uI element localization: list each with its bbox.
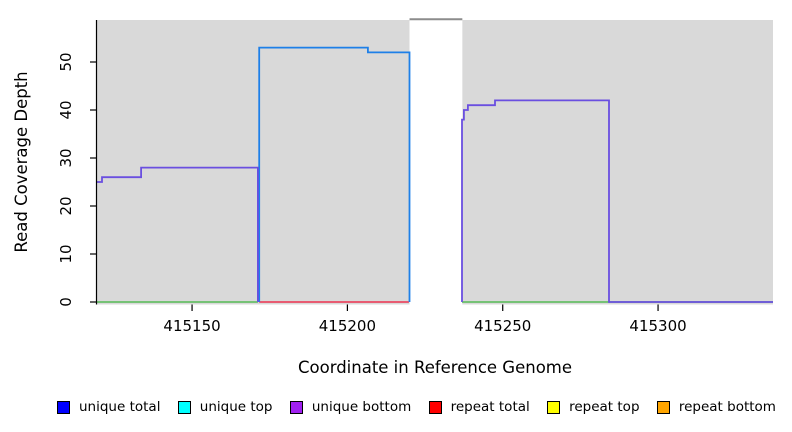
legend-item-repeat-bottom: repeat bottom [656, 399, 776, 415]
legend: unique total unique top unique bottom repea… [0, 390, 792, 430]
legend-label: unique total [79, 399, 161, 415]
legend-label: unique top [199, 399, 273, 415]
y-tick-label: 0 [57, 297, 75, 307]
legend-swatch [656, 400, 670, 414]
y-tick-label: 20 [57, 196, 75, 215]
series-unique-top-block [258, 46, 411, 302]
x-axis-title: Coordinate in Reference Genome [298, 358, 572, 377]
legend-label: repeat total [450, 399, 530, 415]
legend-item-repeat-total: repeat total [428, 399, 530, 415]
masked-region-layer [409, 18, 463, 305]
x-tick-label: 415200 [319, 317, 376, 335]
y-tick-label: 30 [57, 148, 75, 167]
y-axis-title: Read Coverage Depth [12, 71, 31, 252]
legend-swatch [177, 400, 191, 414]
x-tick-label: 415300 [629, 317, 686, 335]
x-tick-label: 415150 [163, 317, 220, 335]
x-tick-label: 415250 [474, 317, 531, 335]
legend-item-unique-total: unique total [57, 399, 160, 415]
y-axis-ticks: 0 10 20 30 40 50 [57, 52, 97, 307]
legend-swatch [428, 400, 442, 414]
legend-label: repeat top [569, 399, 640, 415]
legend-item-repeat-top: repeat top [547, 399, 640, 415]
legend-item-unique-top: unique top [177, 399, 273, 415]
y-tick-label: 40 [57, 100, 75, 119]
legend-item-unique-bottom: unique bottom [289, 399, 412, 415]
legend-swatch [57, 400, 70, 414]
series-unique-bottom-right-block [461, 99, 773, 303]
legend-label: repeat bottom [678, 399, 776, 415]
legend-label: unique bottom [311, 399, 412, 415]
legend-swatch [289, 400, 303, 414]
series-unique-bottom-left-block [97, 166, 259, 302]
x-axis-ticks: 415150 415200 415250 415300 [163, 304, 687, 335]
series-layer [97, 46, 773, 303]
y-tick-label: 50 [57, 52, 75, 71]
masked-region [409, 18, 463, 305]
y-tick-label: 10 [57, 244, 75, 263]
chart-svg: 415150 415200 415250 415300 0 10 20 30 40 50 Coo… [12, 18, 773, 377]
legend-swatch [547, 400, 561, 414]
